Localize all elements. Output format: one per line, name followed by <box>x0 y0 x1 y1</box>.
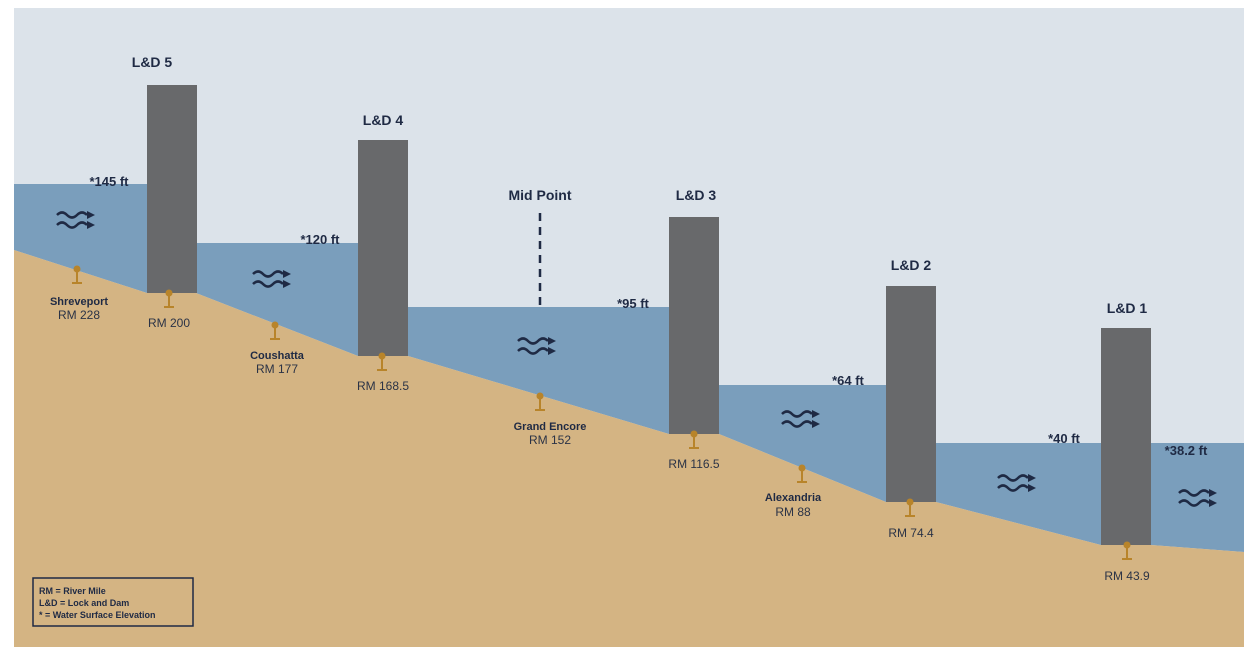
rm-grand-encore: RM 152 <box>529 433 571 447</box>
rm-ld1: RM 43.9 <box>1104 569 1150 583</box>
dam-ld3 <box>669 217 719 434</box>
place-alexandria: Alexandria <box>765 492 822 504</box>
place-grand-encore: Grand Encore <box>514 421 587 433</box>
place-shreveport: Shreveport <box>50 296 108 308</box>
pool-below-ld1 <box>1151 443 1244 552</box>
elevation-120: *120 ft <box>300 232 340 247</box>
legend: RM = River Mile L&D = Lock and Dam * = W… <box>32 577 194 627</box>
rm-ld5: RM 200 <box>148 316 190 330</box>
pool-ld5-ld4 <box>196 243 358 356</box>
dams <box>147 85 1151 545</box>
dam-label-ld5: L&D 5 <box>132 54 173 70</box>
rm-coushatta: RM 177 <box>256 362 298 376</box>
dam-ld1 <box>1101 328 1151 545</box>
elevation-145: *145 ft <box>89 174 129 189</box>
dam-ld2 <box>886 286 936 502</box>
dam-ld5 <box>147 85 197 293</box>
dam-label-ld2: L&D 2 <box>891 257 932 273</box>
elevation-40: *40 ft <box>1048 431 1080 446</box>
water-pools <box>14 184 1244 552</box>
dam-ld4 <box>358 140 408 356</box>
midpoint-label: Mid Point <box>509 187 572 203</box>
dam-label-ld1: L&D 1 <box>1107 300 1148 316</box>
place-coushatta: Coushatta <box>250 350 305 362</box>
rm-shreveport: RM 228 <box>58 308 100 322</box>
dam-label-ld3: L&D 3 <box>676 187 717 203</box>
pool-ld2-ld1 <box>936 443 1101 545</box>
elevation-64: *64 ft <box>832 373 864 388</box>
rm-alexandria: RM 88 <box>775 505 811 519</box>
pool-ld3-ld2 <box>719 385 886 502</box>
pool-above-ld5 <box>14 184 147 293</box>
legend-elevation: * = Water Surface Elevation <box>39 610 155 620</box>
rm-ld2: RM 74.4 <box>888 526 934 540</box>
dam-label-ld4: L&D 4 <box>363 112 404 128</box>
rm-ld3: RM 116.5 <box>668 457 719 471</box>
elevation-95: *95 ft <box>617 296 649 311</box>
rm-ld4: RM 168.5 <box>357 379 409 393</box>
riverbed-ground <box>14 250 1244 648</box>
legend-rm: RM = River Mile <box>39 586 106 596</box>
elevation-38-2: *38.2 ft <box>1165 443 1208 458</box>
pool-ld4-ld3 <box>408 307 669 434</box>
legend-ld: L&D = Lock and Dam <box>39 598 129 608</box>
